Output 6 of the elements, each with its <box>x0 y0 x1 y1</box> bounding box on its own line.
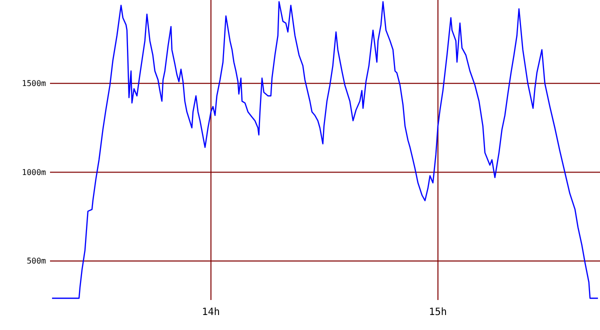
x-tick-label: 15h <box>428 307 447 318</box>
y-tick-label: 1000m <box>22 168 46 177</box>
y-tick-label: 500m <box>26 256 46 266</box>
x-tick-label: 14h <box>202 307 220 318</box>
line-series <box>51 1 599 299</box>
y-tick-label: 1500m <box>22 79 46 88</box>
